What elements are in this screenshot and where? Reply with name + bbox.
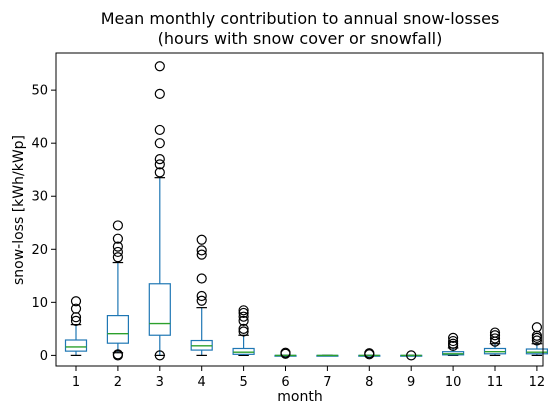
x-axis-label: month <box>277 389 322 405</box>
x-tick-label: 5 <box>239 375 247 390</box>
outlier-point <box>154 138 165 149</box>
outlier-point <box>489 330 501 341</box>
outlier-point <box>448 332 459 343</box>
outlier-point <box>154 154 165 165</box>
outlier-point <box>196 273 207 284</box>
x-tick-label: 4 <box>198 375 206 390</box>
box-month-7 <box>316 354 339 357</box>
outlier-point <box>531 335 543 346</box>
outlier-point <box>448 335 459 347</box>
x-tick-label: 8 <box>365 375 373 390</box>
chart-subtitle: (hours with snow cover or snowfall) <box>158 29 443 48</box>
box-month-8 <box>358 348 381 360</box>
outlier-point <box>448 338 459 349</box>
outlier-point <box>531 322 543 333</box>
box-month-10 <box>442 332 465 356</box>
outlier-point <box>112 246 124 258</box>
plot-area <box>64 61 549 361</box>
x-tick-label: 3 <box>156 375 164 390</box>
outlier-point <box>196 249 207 260</box>
outlier-point <box>238 305 249 316</box>
iqr-box <box>106 315 130 344</box>
outlier-point <box>112 220 124 231</box>
x-axis: 1 2 3 4 5 6 7 8 9 10 11 12 <box>72 366 545 390</box>
outlier-point <box>238 326 249 337</box>
chart-title: Mean monthly contribution to annual snow… <box>101 9 500 28</box>
outlier-point <box>154 61 165 72</box>
outlier-point <box>154 124 165 136</box>
outlier-point <box>364 348 375 359</box>
outlier-point <box>70 296 82 307</box>
iqr-box <box>148 283 171 336</box>
outlier-point <box>112 252 124 263</box>
box-month-9 <box>400 350 423 361</box>
box-month-2 <box>106 220 130 361</box>
plot-frame <box>55 52 544 367</box>
x-tick-label: 9 <box>407 375 415 390</box>
y-tick-label: 30 <box>31 190 48 205</box>
outlier-point <box>196 290 207 302</box>
x-tick-label: 11 <box>487 375 504 390</box>
iqr-box <box>232 347 255 355</box>
box-month-3 <box>148 61 171 361</box>
box-month-1 <box>64 296 88 356</box>
outlier-point <box>154 159 165 170</box>
outlier-point <box>70 315 82 327</box>
y-tick-label: 20 <box>31 243 48 258</box>
y-axis-label: snow-loss [kWh/kWp] <box>11 135 27 285</box>
y-tick-label: 10 <box>31 296 48 311</box>
y-axis: 0 10 20 30 40 50 <box>31 84 56 364</box>
outlier-point <box>238 311 249 322</box>
iqr-box <box>525 348 549 355</box>
outlier-point <box>154 88 165 99</box>
outlier-point <box>70 303 82 314</box>
outlier-point <box>280 347 291 358</box>
x-tick-label: 6 <box>281 375 289 390</box>
outlier-point <box>112 233 124 244</box>
x-tick-label: 7 <box>323 375 331 390</box>
x-tick-label: 10 <box>445 375 462 390</box>
outlier-point <box>196 245 207 256</box>
y-tick-label: 40 <box>31 137 48 152</box>
outlier-point <box>112 349 124 360</box>
outlier-point <box>238 307 249 319</box>
outlier-point <box>238 323 249 334</box>
box-month-6 <box>274 347 297 359</box>
y-tick-label: 0 <box>40 349 48 364</box>
outlier-point <box>196 295 207 306</box>
x-tick-label: 2 <box>114 375 122 390</box>
outlier-point <box>112 241 124 252</box>
outlier-point <box>196 234 207 245</box>
outlier-point <box>154 167 165 178</box>
box-month-4 <box>190 234 213 356</box>
outlier-point <box>489 327 501 338</box>
outlier-point <box>489 333 501 344</box>
x-tick-label: 12 <box>529 375 546 390</box>
outlier-point <box>406 350 417 361</box>
outlier-point <box>238 315 249 327</box>
outlier-point <box>154 350 165 361</box>
box-month-5 <box>232 305 255 356</box>
box-month-11 <box>483 327 507 356</box>
box-month-12 <box>525 322 549 356</box>
y-tick-label: 50 <box>31 84 48 99</box>
x-tick-label: 1 <box>72 375 80 390</box>
iqr-box <box>64 339 88 352</box>
